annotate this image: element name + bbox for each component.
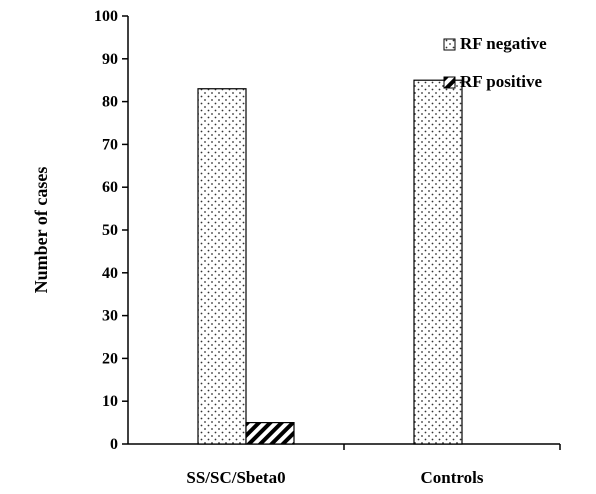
y-tick-label: 20	[102, 350, 118, 367]
y-tick-label: 70	[102, 136, 118, 153]
legend: RF negative RF positive	[443, 34, 547, 91]
legend-label-rf-negative: RF negative	[460, 34, 547, 53]
y-axis-label: Number of cases	[31, 167, 51, 294]
y-tick-label: 50	[102, 222, 118, 239]
legend-swatch-rf-negative	[443, 38, 456, 51]
y-tick-labels: 0 10 20 30 40 50 60 70 80 90 100	[94, 8, 118, 453]
y-tick-label: 90	[102, 51, 118, 68]
y-tick-label: 30	[102, 308, 118, 325]
y-tick-label: 10	[102, 393, 118, 410]
bars	[197, 79, 463, 445]
bar-rf-positive-0	[245, 422, 295, 445]
y-tick-label: 0	[110, 436, 118, 453]
bar-rf-negative-0	[197, 88, 247, 445]
y-tick-label: 40	[102, 265, 118, 282]
legend-label-rf-positive: RF positive	[460, 72, 542, 91]
bar-rf-negative-1	[413, 79, 463, 445]
y-tick-label: 60	[102, 179, 118, 196]
x-category-label: SS/SC/Sbeta0	[186, 468, 285, 487]
x-category-label: Controls	[421, 468, 484, 487]
y-tick-label: 80	[102, 94, 118, 111]
legend-swatch-rf-positive	[443, 76, 456, 89]
y-tick-label: 100	[94, 8, 118, 25]
x-category-labels: SS/SC/Sbeta0 Controls	[186, 468, 483, 487]
